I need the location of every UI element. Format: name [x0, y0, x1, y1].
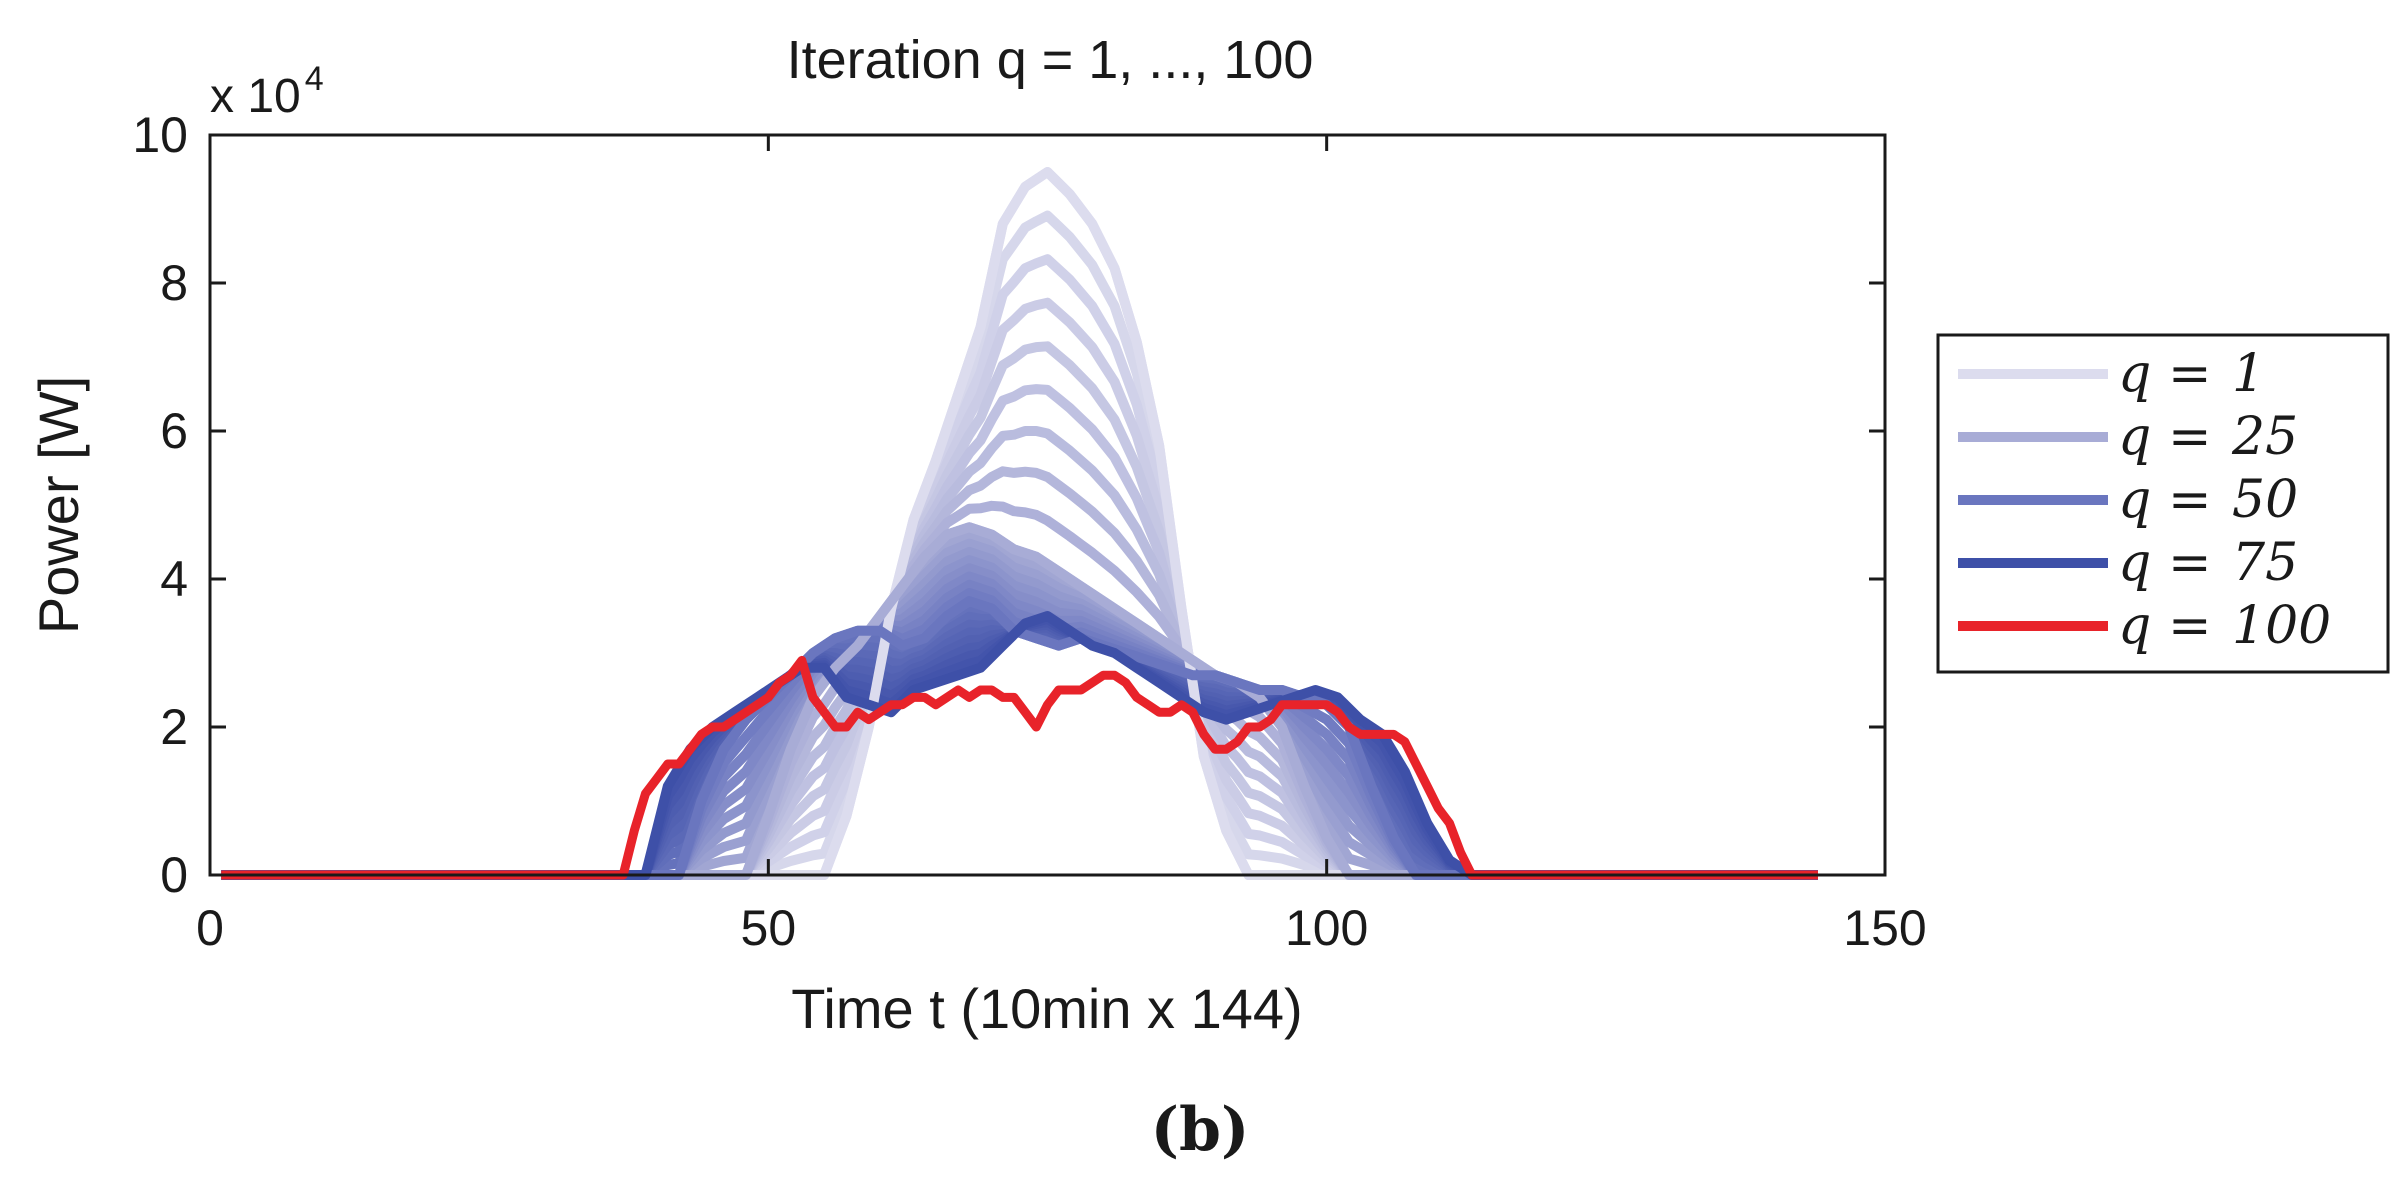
series-line-q1 [221, 167, 1818, 880]
legend-label-eq: = [2168, 596, 2212, 656]
y-tick-label: 6 [160, 403, 188, 459]
legend: q = 1 q = 25 q = 50 q = 75 q = 100 [1936, 333, 2390, 674]
legend-item-q75: q = 75 [1958, 533, 2298, 593]
legend-items: q = 1 q = 25 q = 50 q = 75 q = 100 [1958, 344, 2331, 656]
legend-item-q25: q = 25 [1958, 407, 2298, 467]
chart-title: Iteration q = 1, ..., 100 [787, 30, 1314, 90]
legend-label-q: q [2118, 470, 2151, 530]
legend-label-q: q [2118, 407, 2151, 467]
x-tick-label: 0 [196, 900, 224, 956]
legend-label-q: q [2118, 533, 2151, 593]
y-multiplier-base: x 10 [210, 70, 301, 123]
y-tick-label: 4 [160, 551, 188, 607]
ticks-layer: 0 50 100 150 0 2 4 6 8 10 [132, 107, 1926, 956]
legend-item-q1: q = 1 [1958, 344, 2265, 404]
legend-label-eq: = [2168, 344, 2212, 404]
legend-label-eq: = [2168, 407, 2212, 467]
y-multiplier: x 10 4 [210, 60, 324, 123]
legend-label-value: 100 [2232, 596, 2331, 656]
x-tick-label: 50 [741, 900, 797, 956]
panel-label: (b) [1151, 1095, 1250, 1165]
legend-label-eq: = [2168, 533, 2212, 593]
y-tick-label: 2 [160, 699, 188, 755]
y-multiplier-exponent: 4 [305, 60, 324, 98]
series-line-q100 [221, 655, 1818, 880]
x-tick-label: 150 [1843, 900, 1926, 956]
legend-label-q: q [2118, 344, 2151, 404]
y-tick-label: 10 [132, 107, 188, 163]
y-tick-label: 8 [160, 255, 188, 311]
x-tick-label: 100 [1285, 900, 1368, 956]
series-layer [221, 167, 1818, 880]
y-tick-label: 0 [160, 847, 188, 903]
y-axis-label: Power [W] [27, 376, 90, 634]
legend-label-eq: = [2168, 470, 2212, 530]
legend-item-q50: q = 50 [1958, 470, 2298, 530]
legend-label-value: 1 [2232, 344, 2265, 404]
legend-label-value: 25 [2231, 407, 2298, 467]
legend-label-q: q [2118, 596, 2151, 656]
plot-frame [208, 133, 1887, 877]
x-axis-label: Time t (10min x 144) [791, 977, 1302, 1040]
legend-label-value: 75 [2232, 533, 2298, 593]
legend-label-value: 50 [2232, 470, 2298, 530]
legend-item-q100: q = 100 [1958, 596, 2331, 656]
